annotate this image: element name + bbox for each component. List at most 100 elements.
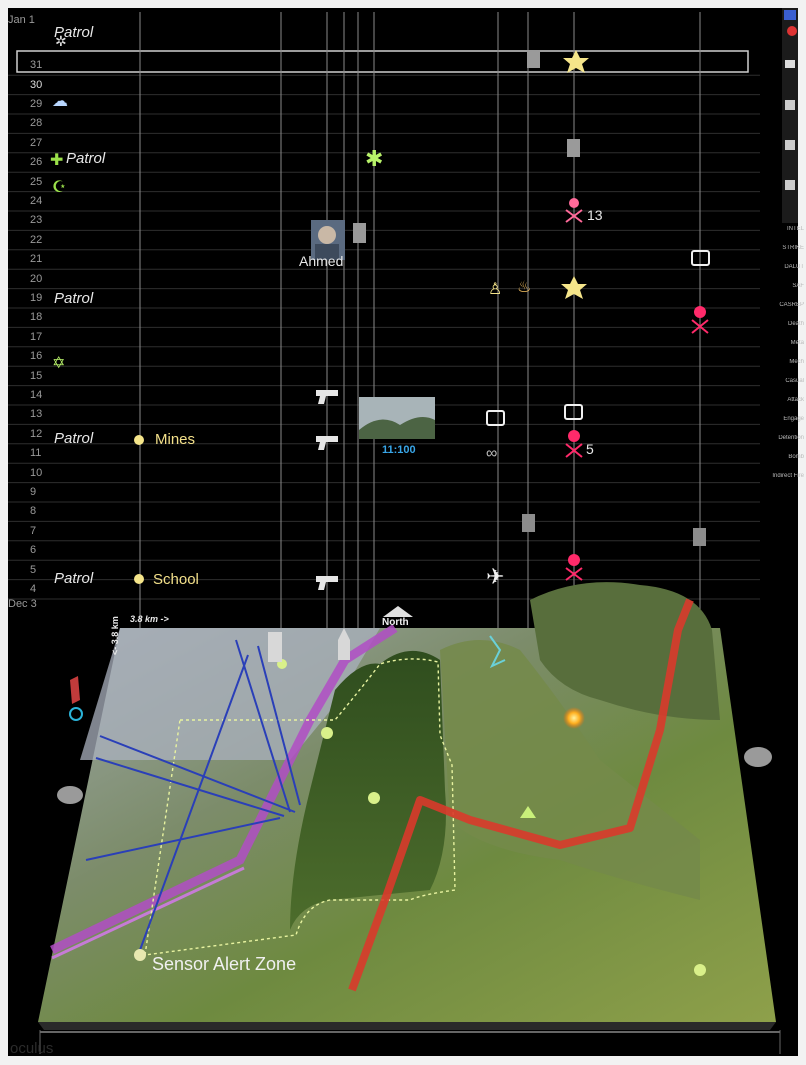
star-of-david-icon[interactable]: ✡ [52,355,65,372]
right-toolbar[interactable] [782,8,798,223]
layer-item[interactable]: Bomb [788,454,804,460]
gun-icon[interactable] [316,390,338,404]
day-label[interactable]: 10 [30,466,43,479]
day-label[interactable]: 29 [30,98,43,110]
day-label[interactable]: 28 [30,117,43,130]
casualty-marker[interactable] [565,554,583,581]
layer-item[interactable]: Meta [790,340,804,346]
day-label[interactable]: 21 [30,253,43,266]
person-name-label[interactable]: Ahmed [299,253,344,269]
toolbar-tool-icon[interactable] [785,180,795,190]
patrol-label[interactable]: Patrol [54,570,94,587]
toolbar-tool-icon[interactable] [785,140,795,150]
right-scroll-knob[interactable] [744,747,772,767]
left-scroll-knob[interactable] [57,786,83,804]
map-marker[interactable] [134,949,146,961]
biohazard-icon[interactable]: ✱ [365,146,383,171]
layer-item[interactable]: SAF [792,283,804,289]
layer-item[interactable]: Casual [785,378,804,384]
day-label[interactable]: 23 [30,214,43,227]
layer-item[interactable]: Mech [789,359,804,365]
gun-icon[interactable] [316,436,338,450]
map-marker[interactable] [321,727,333,739]
day-label[interactable]: 31 [30,59,43,72]
event-dot[interactable] [134,435,144,445]
day-label[interactable]: 20 [30,272,43,285]
storm-cloud-icon[interactable]: ☁ [52,93,68,110]
crescent-icon[interactable]: ☪ [52,179,66,196]
day-label[interactable]: 5 [30,563,37,576]
day-label[interactable]: 25 [30,175,43,188]
tv-report-icon[interactable] [691,250,710,266]
layer-item[interactable]: CASREP [779,302,804,308]
layer-item[interactable]: Engage [783,416,804,422]
map-marker[interactable] [694,964,706,976]
sensor-tower-icon[interactable] [268,632,282,662]
day-label[interactable]: 16 [30,350,43,363]
mines-event-label[interactable]: Mines [155,431,196,448]
patrol-label[interactable]: Patrol [66,150,106,167]
left-map-controls[interactable] [57,676,83,804]
toolbar-record-icon[interactable] [787,26,797,36]
patrol-label[interactable]: Patrol [54,24,94,41]
document-icon[interactable] [567,139,580,157]
document-icon[interactable] [522,514,535,532]
day-label[interactable]: 17 [30,330,43,343]
day-label[interactable]: 19 [30,292,43,304]
beacon-icon[interactable] [338,628,350,660]
document-icon[interactable] [527,50,540,68]
day-label[interactable]: 12 [30,427,43,440]
day-label[interactable]: 22 [30,233,43,246]
rotate-tool-icon[interactable] [69,707,83,721]
day-label[interactable]: 18 [30,311,43,324]
day-label[interactable]: 8 [30,505,37,518]
day-label[interactable]: 11 [30,447,42,460]
day-label[interactable]: 30 [30,78,43,91]
day-label[interactable]: 27 [30,136,43,149]
document-icon[interactable] [353,223,366,243]
explosion-icon[interactable] [563,50,589,73]
event-dot[interactable] [134,574,144,584]
cross-icon[interactable]: ✚ [50,152,63,169]
layer-item[interactable]: DALUT [784,264,804,270]
day-label[interactable]: 13 [30,408,43,421]
day-label[interactable]: 7 [30,524,37,537]
casualty-marker[interactable] [691,306,709,334]
selected-day-highlight[interactable] [16,50,749,73]
terrain-map[interactable] [38,582,776,1030]
day-label[interactable]: 6 [30,544,37,557]
tv-report-icon[interactable] [564,404,583,420]
day-label[interactable]: 9 [30,486,37,498]
toolbar-color-swatch[interactable] [784,10,796,20]
layer-item[interactable]: Indirect Fire [772,473,804,479]
day-label[interactable]: 4 [30,583,37,595]
fire-icon[interactable]: ♨ [517,279,531,296]
sensor-alert-zone-boundary[interactable] [144,658,456,956]
casualty-marker[interactable] [565,198,583,223]
sensor-alert-zone-label[interactable]: Sensor Alert Zone [152,954,297,974]
layer-item[interactable]: Detention [778,435,804,441]
layer-item[interactable]: Death [787,321,804,327]
day-label[interactable]: 14 [30,389,43,401]
handcuff-icon[interactable]: ∞ [486,445,497,462]
casualty-marker[interactable] [565,430,583,458]
route-waypoint-icon[interactable] [489,635,506,669]
snowflake-icon[interactable]: ✲ [55,33,67,49]
map-marker[interactable] [368,792,380,804]
school-event-label[interactable]: School [153,571,199,588]
layer-item[interactable]: STRIKE [782,245,804,251]
day-label[interactable]: 24 [30,195,43,207]
layer-item[interactable]: INTEL [786,226,804,232]
gun-icon[interactable] [316,576,338,590]
explosion-icon[interactable] [561,276,587,299]
day-label[interactable]: 26 [30,156,43,169]
document-icon[interactable] [693,528,706,546]
person-icon[interactable]: ♙ [488,281,502,298]
toolbar-tool-icon[interactable] [785,60,795,68]
patrol-label[interactable]: Patrol [54,430,94,447]
day-label[interactable]: 15 [30,369,43,382]
tv-report-icon[interactable] [486,410,505,426]
pan-tool-icon[interactable] [70,676,80,704]
layer-item[interactable]: Attack [787,397,804,403]
